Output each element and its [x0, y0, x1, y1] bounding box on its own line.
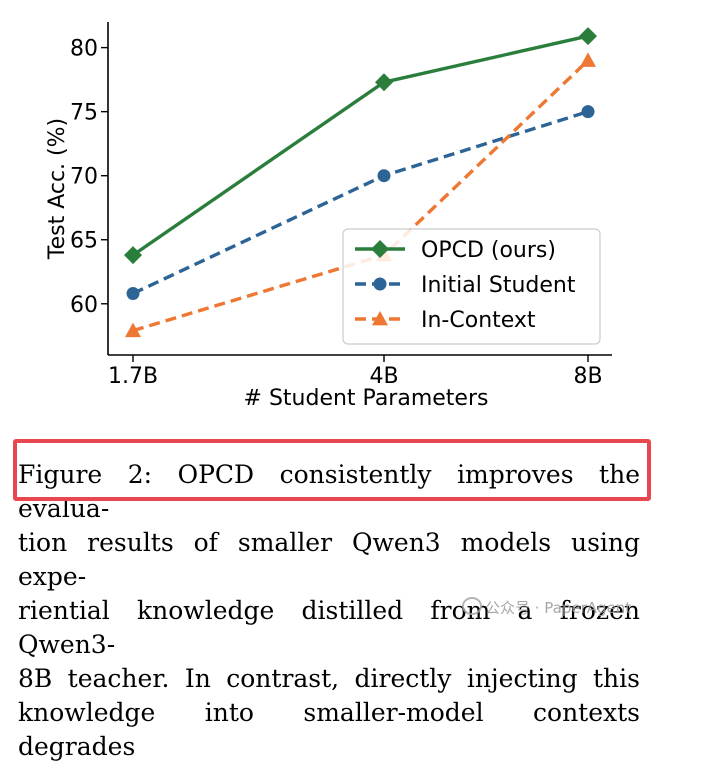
data-point: [125, 322, 141, 338]
y-tick-label: 70: [70, 165, 98, 190]
x-tick-label: 1.7B: [108, 364, 158, 389]
y-tick-label: 80: [70, 37, 98, 62]
data-point: [580, 52, 596, 67]
data-point: [377, 169, 391, 183]
wechat-icon: [462, 597, 482, 615]
highlight-box: [13, 439, 651, 501]
caption-line: knowledge into smaller-model contexts de…: [18, 698, 640, 761]
legend-label: Initial Student: [421, 273, 576, 298]
x-axis-label: # Student Parameters: [244, 386, 489, 411]
legend-label: OPCD (ours): [421, 238, 556, 263]
data-point: [375, 73, 393, 92]
series-line: [132, 34, 589, 257]
line-chart: 60 65 70 75 80 1.7B 4B 8B # Student Parameters Te…: [45, 22, 612, 411]
caption-line: tion results of smaller Qwen3 models usi…: [18, 528, 640, 591]
x-tick-label: 4B: [369, 364, 398, 389]
caption-line: Figure 2: OPCD consistently improves the…: [18, 460, 640, 523]
legend-marker: [371, 240, 389, 258]
y-axis-label: Test Acc. (%): [45, 118, 70, 260]
watermark: 公众号 · PaperAgent: [462, 597, 631, 618]
y-tick-label: 75: [70, 101, 98, 126]
legend-box: [342, 228, 601, 345]
y-tick-label: 60: [70, 293, 98, 318]
data-point: [579, 27, 597, 46]
caption-line: riential knowledge distilled from a froz…: [18, 596, 640, 659]
legend-label: In-Context: [421, 308, 536, 333]
caption-line: 8B teacher. In contrast, directly inject…: [18, 664, 640, 693]
data-point: [126, 287, 140, 301]
y-tick-label: 65: [70, 229, 98, 254]
x-tick-label: 8B: [573, 364, 602, 389]
legend-marker: [373, 277, 387, 291]
legend-marker: [372, 311, 388, 326]
data-point: [124, 246, 142, 265]
data-point: [581, 105, 595, 119]
watermark-text: 公众号 · PaperAgent: [485, 599, 632, 617]
